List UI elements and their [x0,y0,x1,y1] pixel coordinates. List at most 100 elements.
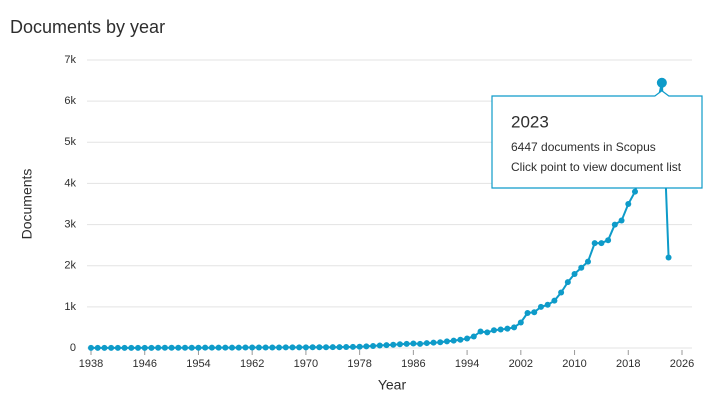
data-point[interactable] [477,328,484,335]
x-tick-label: 2010 [562,358,586,370]
data-point[interactable] [155,344,162,351]
y-tick-label: 1k [64,301,76,313]
data-point[interactable] [249,344,256,351]
data-point[interactable] [464,335,471,342]
data-point[interactable] [618,217,625,224]
data-point[interactable] [356,343,363,350]
data-point[interactable] [94,344,101,351]
data-point[interactable] [571,270,578,277]
data-point[interactable] [336,344,343,351]
data-point[interactable] [558,289,565,296]
tooltip-title: 2023 [511,112,549,131]
data-point[interactable] [229,344,236,351]
data-point[interactable] [591,240,598,247]
data-point[interactable] [141,344,148,351]
data-point[interactable] [437,339,444,346]
data-point[interactable] [242,344,249,351]
data-point[interactable] [363,343,370,350]
data-point[interactable] [296,344,303,351]
x-tick-label: 1978 [347,358,371,370]
data-point[interactable] [598,240,605,247]
data-point[interactable] [276,344,283,351]
data-point[interactable] [517,319,524,326]
data-point[interactable] [531,309,538,316]
data-point[interactable] [316,344,323,351]
data-point[interactable] [430,339,437,346]
data-point[interactable] [289,344,296,351]
data-point[interactable] [323,344,330,351]
data-point[interactable] [611,221,618,228]
data-point[interactable] [302,344,309,351]
data-point[interactable] [631,188,638,195]
data-point[interactable] [470,333,477,340]
data-point[interactable] [161,344,168,351]
y-tick-label: 6k [64,95,76,107]
y-tick-label: 7k [64,54,76,66]
data-point[interactable] [376,342,383,349]
x-tick-label: 2002 [509,358,533,370]
data-point[interactable] [121,344,128,351]
data-point[interactable] [88,344,94,351]
data-point[interactable] [195,344,202,351]
data-point[interactable] [537,303,544,310]
data-point[interactable] [504,325,511,332]
data-point[interactable] [551,297,558,304]
data-point[interactable] [208,344,215,351]
data-point[interactable] [390,341,397,348]
data-point[interactable] [410,340,417,347]
data-point[interactable] [490,327,497,334]
data-point[interactable] [175,344,182,351]
data-point[interactable] [383,342,390,349]
data-point[interactable] [108,344,115,351]
x-tick-label: 1994 [455,358,479,370]
data-point[interactable] [168,344,175,351]
data-point[interactable] [564,279,571,286]
data-point[interactable] [188,344,195,351]
data-point[interactable] [282,344,289,351]
data-point[interactable] [457,336,464,343]
x-tick-label: 1986 [401,358,425,370]
data-point[interactable] [511,324,518,331]
data-point[interactable] [578,264,585,271]
data-point[interactable] [450,337,457,344]
data-point[interactable] [665,254,672,261]
data-point[interactable] [524,310,531,317]
data-point[interactable] [605,237,612,244]
data-point[interactable] [182,344,189,351]
data-point[interactable] [114,344,121,351]
data-point[interactable] [396,341,403,348]
data-point[interactable] [584,258,591,265]
x-tick-label: 1938 [79,358,103,370]
data-point[interactable] [349,343,356,350]
x-tick-label: 2026 [670,358,694,370]
data-point[interactable] [148,344,155,351]
data-point[interactable] [101,344,108,351]
data-point[interactable] [309,344,316,351]
y-tick-label: 2k [64,260,76,272]
data-point[interactable] [417,340,424,347]
data-point[interactable] [222,344,229,351]
data-point[interactable] [235,344,242,351]
data-point[interactable] [625,201,632,207]
data-point[interactable] [497,326,504,333]
tooltip-line: 6447 documents in Scopus [511,140,656,154]
data-point[interactable] [135,344,142,351]
data-point[interactable] [484,329,491,336]
data-point[interactable] [329,344,336,351]
data-point[interactable] [443,338,450,345]
data-point[interactable] [215,344,222,351]
data-point[interactable] [269,344,276,351]
data-point[interactable] [423,340,430,347]
data-point[interactable] [544,301,551,308]
y-tick-label: 0 [70,342,76,354]
data-point[interactable] [255,344,262,351]
data-point[interactable] [370,342,377,349]
data-point[interactable] [403,340,410,347]
tooltip-line: Click point to view document list [511,160,682,174]
data-point[interactable] [128,344,135,351]
data-point[interactable] [262,344,269,351]
data-point[interactable] [202,344,209,351]
data-point[interactable] [343,344,350,351]
highlighted-point[interactable] [656,77,667,88]
